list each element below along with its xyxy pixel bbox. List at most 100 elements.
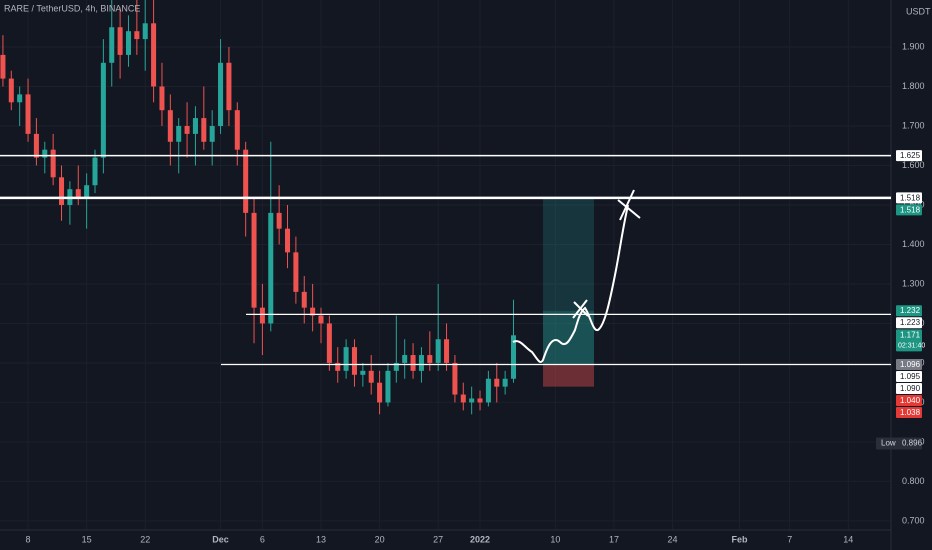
price-label: 1.232 bbox=[900, 306, 921, 315]
candle-body bbox=[385, 370, 391, 403]
low-label-value: 0.896 bbox=[902, 439, 923, 448]
price-label-box bbox=[896, 305, 922, 317]
y-tick-label: 1.900 bbox=[902, 41, 925, 51]
candle-body bbox=[142, 23, 148, 40]
profit-progress bbox=[543, 310, 594, 365]
candle-body bbox=[92, 157, 98, 186]
symbol-header: RARE / TetherUSD, 4h, BINANCE bbox=[4, 3, 140, 13]
candle-body bbox=[100, 62, 106, 158]
y-tick-label: 0.800 bbox=[902, 476, 925, 486]
candle-body bbox=[42, 149, 48, 158]
candle-body bbox=[109, 27, 115, 63]
candle-body bbox=[402, 355, 408, 363]
x-tick-label: Feb bbox=[731, 534, 748, 544]
candle-body bbox=[184, 125, 190, 134]
low-label-text: Low bbox=[881, 439, 896, 448]
candle-body bbox=[494, 378, 500, 387]
candle-body bbox=[427, 355, 433, 363]
price-label: 1.223 bbox=[900, 318, 921, 327]
price-label-box bbox=[896, 204, 922, 216]
low-label-box bbox=[876, 437, 922, 450]
currency-label: USDT bbox=[906, 6, 931, 16]
target-zone bbox=[543, 197, 594, 365]
x-tick-label: 20 bbox=[375, 534, 385, 544]
price-label-box bbox=[896, 317, 922, 329]
price-label-box bbox=[896, 150, 922, 162]
x-tick-label: 2022 bbox=[470, 534, 490, 544]
price-label-box bbox=[896, 383, 922, 395]
price-label: 1.625 bbox=[900, 151, 921, 160]
y-tick-label: 1.500 bbox=[902, 199, 925, 209]
candle-body bbox=[176, 125, 182, 142]
candle-body bbox=[301, 291, 307, 308]
price-label-box bbox=[896, 359, 922, 371]
candle-body bbox=[159, 86, 165, 111]
candle-body bbox=[259, 307, 265, 324]
price-label: 1.040 bbox=[900, 396, 921, 405]
candle-body bbox=[25, 94, 31, 134]
candle-body bbox=[226, 62, 232, 111]
candle-body bbox=[243, 149, 249, 213]
x-tick-label: Dec bbox=[212, 534, 229, 544]
price-label: 1.096 bbox=[900, 360, 921, 369]
candle-body bbox=[285, 228, 291, 253]
candle-body bbox=[435, 339, 441, 363]
price-label: 1.518 bbox=[900, 193, 921, 202]
candle-body bbox=[377, 382, 383, 403]
x-tick-label: 22 bbox=[140, 534, 150, 544]
candle-body bbox=[0, 54, 6, 79]
candle-body bbox=[318, 315, 324, 324]
x-tick-label: 13 bbox=[316, 534, 326, 544]
candle-body bbox=[343, 347, 349, 371]
candle-body bbox=[17, 94, 23, 103]
candle-body bbox=[8, 78, 14, 103]
candle-body bbox=[117, 27, 123, 55]
candle-body bbox=[59, 177, 65, 205]
stop-zone bbox=[543, 364, 594, 387]
freehand-cross bbox=[572, 189, 641, 319]
candle-body bbox=[368, 370, 374, 383]
price-label: 1.038 bbox=[900, 408, 921, 417]
y-tick-label: 1.600 bbox=[902, 160, 925, 170]
price-label: 1.090 bbox=[900, 384, 921, 393]
price-label: 1.171 bbox=[900, 330, 921, 339]
candle-body bbox=[510, 335, 517, 379]
candle-body bbox=[268, 212, 274, 324]
candle-body bbox=[410, 355, 416, 371]
candle-body bbox=[84, 185, 90, 198]
price-label-box bbox=[896, 407, 922, 419]
candle-body bbox=[192, 118, 198, 134]
candle-body bbox=[477, 398, 483, 403]
freehand-drawing bbox=[512, 204, 629, 363]
x-tick-label: 6 bbox=[260, 534, 265, 544]
x-tick-label: 7 bbox=[787, 534, 792, 544]
candle-body bbox=[485, 378, 491, 403]
candle-body bbox=[444, 339, 450, 363]
y-tick-label: 1.300 bbox=[902, 278, 925, 288]
y-tick-label: 1.700 bbox=[902, 120, 925, 130]
candle-body bbox=[33, 133, 39, 158]
candle-body bbox=[310, 307, 316, 316]
price-label-box bbox=[896, 395, 922, 407]
price-label-box bbox=[896, 192, 922, 204]
candle-body bbox=[251, 212, 257, 308]
candle-body bbox=[75, 189, 81, 198]
x-tick-label: 27 bbox=[433, 534, 443, 544]
x-tick-label: 14 bbox=[843, 534, 853, 544]
candle-body bbox=[151, 23, 157, 87]
candle-body bbox=[469, 398, 475, 403]
candle-body bbox=[134, 31, 140, 40]
candle-body bbox=[50, 149, 56, 178]
y-tick-label: 0.700 bbox=[902, 515, 925, 525]
candle-body bbox=[418, 355, 424, 371]
price-label-box bbox=[896, 371, 922, 383]
candle-body bbox=[293, 252, 299, 292]
price-label-box bbox=[896, 329, 922, 352]
x-tick-label: 17 bbox=[609, 534, 619, 544]
x-tick-label: 10 bbox=[550, 534, 560, 544]
candle-body bbox=[125, 31, 131, 55]
y-tick-label: 1.800 bbox=[902, 81, 925, 91]
candle-body bbox=[393, 362, 399, 371]
y-tick-label: 1.400 bbox=[902, 239, 925, 249]
